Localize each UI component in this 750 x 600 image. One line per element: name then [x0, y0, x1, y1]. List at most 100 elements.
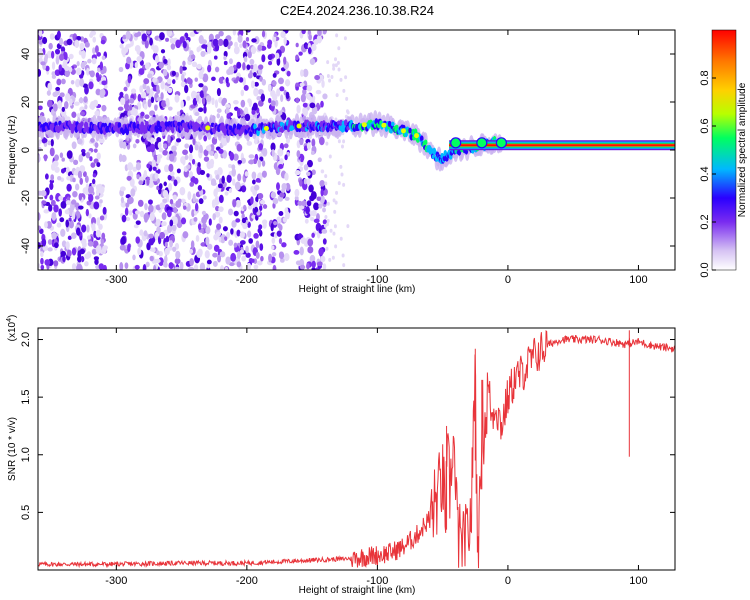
noise-speck — [261, 170, 267, 178]
noise-speck — [333, 224, 337, 229]
noise-speck — [236, 229, 241, 237]
noise-speck — [89, 32, 94, 38]
noise-speck — [276, 230, 282, 237]
noise-speck — [235, 76, 240, 82]
noise-speck — [195, 235, 200, 242]
noise-speck — [221, 175, 225, 184]
noise-speck — [72, 177, 76, 183]
noise-speck — [253, 184, 260, 191]
noise-speck — [164, 247, 170, 256]
noise-speck — [319, 195, 325, 204]
noise-speck — [302, 85, 308, 90]
noise-speck — [60, 168, 66, 174]
noise-speck — [94, 142, 99, 148]
noise-speck — [44, 259, 51, 266]
noise-speck — [207, 243, 213, 250]
noise-speck — [38, 47, 43, 53]
noise-speck — [143, 230, 148, 237]
noise-speck — [243, 204, 247, 210]
noise-speck — [211, 76, 216, 82]
noise-speck — [120, 97, 126, 106]
noise-speck — [89, 103, 94, 109]
colorbar-tick-label: 0.0 — [699, 262, 711, 277]
noise-speck — [92, 222, 96, 231]
noise-speck — [339, 236, 343, 241]
noise-speck — [218, 178, 223, 185]
noise-speck — [142, 263, 147, 270]
noise-speck — [87, 241, 94, 247]
noise-speck — [261, 160, 266, 167]
noise-speck — [124, 262, 129, 269]
noise-speck — [261, 54, 266, 63]
noise-speck — [321, 79, 325, 89]
spectrogram-y-ticks: -40 -20 0 20 40 — [20, 48, 675, 254]
noise-speck — [162, 69, 168, 77]
noise-speck — [203, 149, 209, 157]
noise-speck — [87, 58, 92, 64]
noise-speck — [88, 81, 94, 90]
noise-speck — [47, 82, 53, 92]
noise-speck — [295, 97, 300, 104]
noise-speck — [326, 74, 330, 79]
noise-speck — [223, 60, 228, 66]
noise-speck — [141, 33, 148, 42]
noise-speck — [213, 244, 220, 252]
ridge-hotspot — [400, 128, 406, 134]
noise-speck — [59, 53, 65, 61]
noise-speck — [95, 88, 101, 96]
noise-speck — [249, 58, 255, 66]
noise-speck — [277, 77, 284, 85]
noise-speck — [182, 60, 186, 67]
noise-speck — [49, 179, 55, 184]
noise-speck — [306, 142, 311, 150]
noise-speck — [96, 67, 101, 73]
noise-speck — [85, 208, 89, 217]
noise-speck — [211, 97, 215, 106]
noise-speck — [134, 44, 141, 53]
noise-speck — [272, 264, 277, 270]
noise-speck — [230, 252, 237, 262]
noise-speck — [201, 210, 207, 216]
noise-speck — [248, 238, 254, 244]
noise-speck — [242, 62, 246, 71]
noise-speck — [71, 263, 77, 270]
noise-speck — [294, 195, 299, 201]
noise-speck — [245, 245, 249, 254]
noise-speck — [88, 193, 94, 203]
noise-speck — [221, 98, 226, 107]
noise-speck — [197, 185, 203, 191]
noise-speck — [239, 231, 246, 239]
noise-speck — [260, 93, 266, 102]
noise-speck — [331, 255, 335, 260]
noise-speck — [239, 109, 244, 115]
noise-speck — [49, 182, 54, 190]
noise-speck — [230, 228, 234, 235]
noise-speck — [70, 79, 75, 85]
noise-speck — [320, 100, 324, 108]
noise-speck — [168, 262, 174, 269]
noise-speck — [340, 172, 344, 177]
noise-speck — [271, 237, 276, 244]
noise-speck — [240, 185, 247, 193]
noise-speck — [311, 209, 317, 217]
ridge-cell — [419, 135, 424, 142]
noise-speck — [65, 219, 70, 228]
noise-speck — [161, 221, 165, 227]
snr-x-axis-label: Height of straight line (km) — [299, 585, 416, 596]
noise-speck — [279, 192, 285, 198]
noise-speck — [252, 179, 256, 185]
noise-speck — [268, 60, 273, 66]
noise-speck — [140, 111, 145, 117]
noise-speck — [194, 111, 200, 116]
noise-speck — [228, 163, 233, 168]
noise-speck — [128, 210, 133, 216]
noise-speck — [234, 181, 241, 191]
noise-speck — [125, 216, 131, 222]
noise-speck — [253, 87, 259, 97]
noise-speck — [217, 38, 224, 47]
noise-speck — [175, 138, 182, 143]
noise-speck — [167, 106, 173, 111]
noise-speck — [197, 223, 202, 231]
noise-speck — [259, 243, 264, 251]
